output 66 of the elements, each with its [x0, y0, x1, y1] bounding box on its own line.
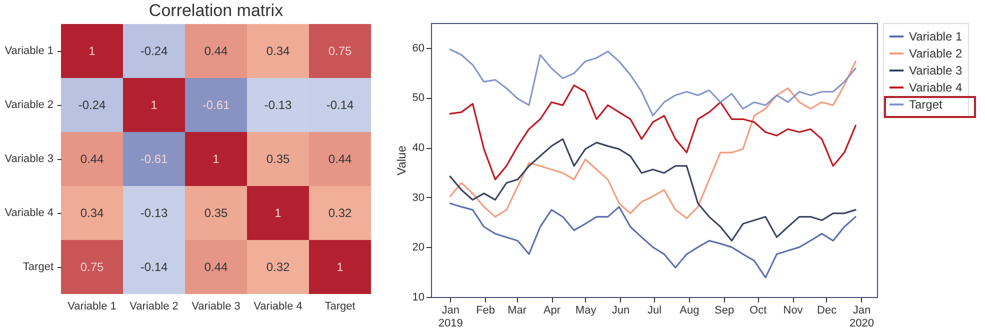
y-tick-label: Variable 4: [4, 207, 54, 219]
data-label: -0.61: [140, 152, 168, 166]
x-tick-label: Mar: [508, 304, 527, 316]
data-label: 0.75: [80, 260, 104, 274]
y-tick-label: 20: [412, 242, 424, 254]
data-label: 1: [88, 44, 96, 58]
y-tick-label: 50: [412, 92, 424, 104]
y-tick-label: Variable 1: [4, 45, 54, 57]
x-tick-label: May: [575, 304, 597, 316]
x-tick-label: Target: [324, 300, 356, 312]
x-tick-label: Variable 3: [192, 300, 240, 312]
data-label: 1: [336, 260, 344, 274]
x-tick-label: Dec: [817, 304, 838, 316]
y-tick-label: 40: [412, 142, 424, 154]
line-series: [449, 48, 856, 116]
x-tick-label: Aug: [680, 304, 700, 316]
data-label: -0.13: [264, 98, 292, 112]
data-label: -0.24: [78, 98, 106, 112]
x-tick-label: Feb: [476, 304, 496, 316]
legend-label: Target: [909, 98, 944, 112]
data-label: 1: [150, 98, 158, 112]
line-series: [449, 138, 856, 242]
line-series: [449, 60, 856, 220]
y-tick-label: 10: [412, 292, 424, 304]
legend-label: Variable 1: [909, 30, 962, 44]
legend-label: Variable 4: [909, 80, 962, 94]
y-tick-label: Variable 3: [4, 153, 54, 165]
data-label: 0.44: [204, 44, 228, 58]
data-label: 1: [274, 206, 282, 220]
line-series: [449, 84, 856, 180]
data-label: 0.32: [328, 206, 352, 220]
data-label: -0.14: [140, 260, 168, 274]
data-label: 0.34: [266, 44, 290, 58]
x-tick-label: Jun: [612, 304, 630, 316]
data-label: 0.44: [80, 152, 104, 166]
data-label: 0.75: [328, 44, 352, 58]
y-tick-label: Target: [22, 261, 54, 273]
x-tick-label: Variable 2: [130, 300, 178, 312]
x-tick-label: Jul: [647, 304, 662, 316]
data-label: 1: [212, 152, 220, 166]
chart-title: Correlation matrix: [148, 1, 284, 20]
x-tick-label: Jan 2020: [849, 304, 874, 330]
x-tick-label: Variable 1: [68, 300, 116, 312]
y-tick-label: Variable 2: [4, 99, 54, 111]
x-tick-label: Sep: [714, 304, 734, 316]
x-tick-label: Variable 4: [254, 300, 302, 312]
data-label: 0.44: [204, 260, 228, 274]
data-label: 0.34: [80, 206, 104, 220]
legend-label: Variable 3: [909, 64, 962, 78]
data-label: 0.32: [266, 260, 290, 274]
line-series: [449, 202, 856, 278]
x-tick-label: Nov: [783, 304, 804, 316]
legend-label: Variable 2: [909, 46, 962, 60]
data-label: -0.61: [202, 98, 230, 112]
y-tick-label: 30: [412, 192, 424, 204]
x-tick-label: Oct: [750, 304, 767, 316]
x-tick-label: Apr: [543, 304, 561, 316]
y-axis-title: Value: [394, 145, 408, 176]
y-tick-label: 60: [412, 42, 424, 54]
x-tick-label: Jan 2019: [438, 304, 463, 330]
data-label: 0.35: [266, 152, 290, 166]
data-label: -0.13: [140, 206, 168, 220]
data-label: 0.35: [204, 206, 228, 220]
data-label: -0.24: [140, 44, 168, 58]
data-label: -0.14: [326, 98, 354, 112]
data-label: 0.44: [328, 152, 352, 166]
